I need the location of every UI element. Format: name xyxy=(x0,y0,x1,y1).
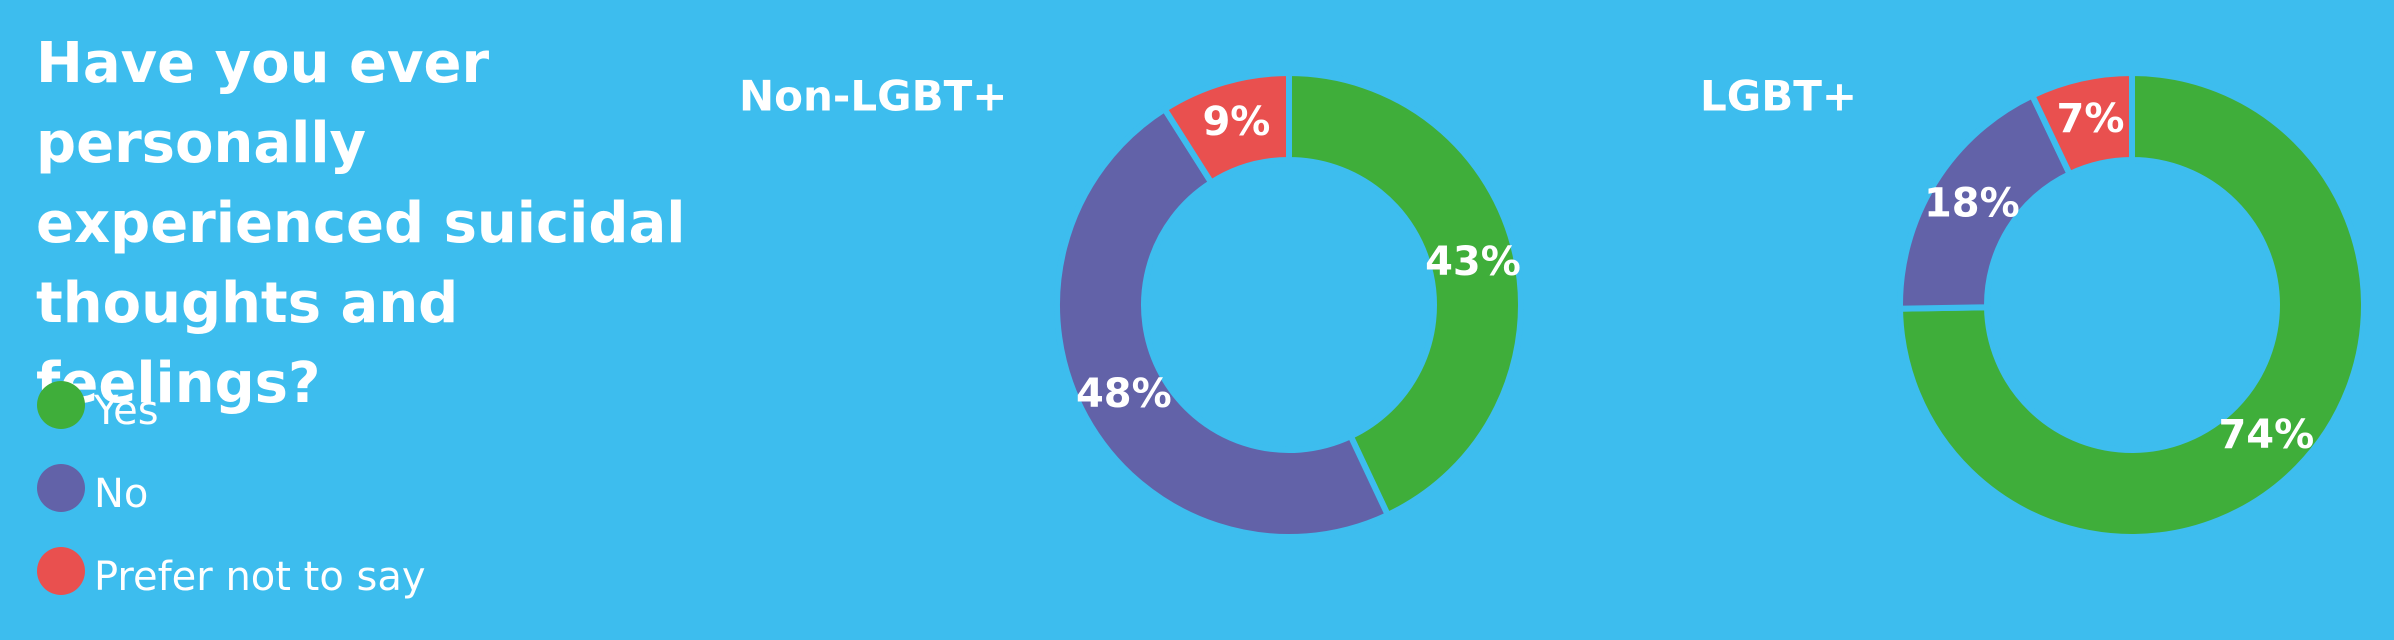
slice-label: 43% xyxy=(1425,239,1521,285)
legend-label: Yes xyxy=(93,388,159,434)
donut-slice xyxy=(1286,69,1524,519)
donut-slice xyxy=(1160,69,1292,187)
donut-slice xyxy=(1896,69,2367,540)
legend-label: Prefer not to say xyxy=(94,554,426,600)
chart-title: LGBT+ xyxy=(1700,72,1857,121)
donut-slice xyxy=(1054,104,1392,540)
legend-marker xyxy=(37,464,85,512)
slice-label: 74% xyxy=(2218,412,2314,458)
slice-label: 9% xyxy=(1202,99,1270,145)
chart-title: Non-LGBT+ xyxy=(739,72,1007,121)
legend-marker xyxy=(37,547,85,595)
slice-label: 48% xyxy=(1076,371,1172,417)
donut-slice xyxy=(2028,69,2135,179)
legend-label: No xyxy=(94,471,148,517)
legend-marker xyxy=(37,381,85,429)
slice-label: 18% xyxy=(1924,181,2020,227)
slice-label: 7% xyxy=(2057,96,2125,142)
